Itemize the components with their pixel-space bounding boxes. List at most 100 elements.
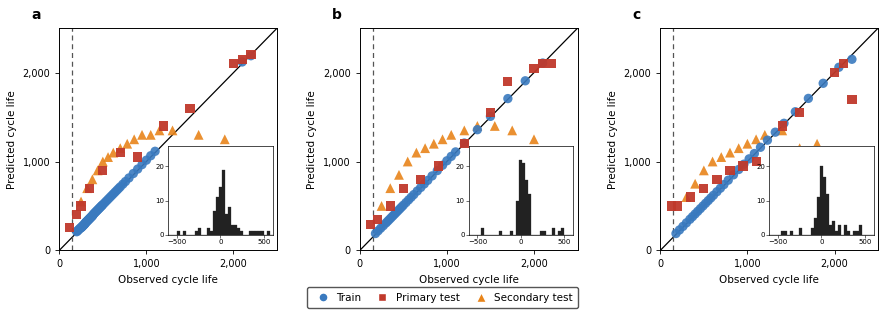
Point [103, 195, 117, 200]
Point [420, 178, 435, 183]
Point [85, 213, 99, 218]
Point [376, 223, 390, 228]
Point [152, 128, 166, 133]
Point [396, 203, 411, 208]
Point [665, 203, 679, 208]
Point [106, 192, 120, 197]
Point [384, 215, 398, 220]
Point [73, 227, 87, 232]
Point [75, 224, 89, 229]
Point [78, 222, 92, 227]
Point [505, 128, 519, 133]
Point [77, 223, 91, 228]
Point [669, 231, 683, 236]
Point [82, 216, 96, 221]
Y-axis label: Predicted cycle life: Predicted cycle life [608, 90, 618, 189]
Point [723, 150, 737, 155]
Point [395, 204, 409, 209]
Point [381, 219, 395, 224]
Point [440, 158, 454, 163]
Point [368, 231, 382, 236]
Point [191, 132, 205, 137]
Point [112, 186, 126, 191]
Point [671, 203, 685, 208]
Point [827, 70, 842, 75]
Point [101, 197, 115, 202]
Point [110, 188, 124, 193]
Point [407, 192, 421, 197]
Point [401, 159, 415, 164]
Point [235, 57, 250, 62]
Point [688, 181, 702, 186]
Point [383, 186, 397, 191]
Point [449, 149, 463, 154]
Point [87, 211, 101, 216]
Point [470, 123, 484, 128]
Point [693, 206, 707, 211]
Point [75, 224, 89, 229]
Point [101, 155, 115, 160]
Point [816, 81, 830, 86]
Point [73, 226, 88, 231]
Legend: Train, Primary test, Secondary test: Train, Primary test, Secondary test [307, 287, 578, 308]
Point [127, 171, 141, 176]
Point [760, 138, 774, 143]
Point [535, 60, 550, 65]
Point [165, 128, 180, 133]
Point [374, 203, 389, 208]
Point [91, 207, 105, 212]
Point [713, 186, 727, 191]
Point [775, 123, 789, 128]
Point [183, 106, 197, 111]
Point [81, 218, 95, 223]
Point [370, 217, 384, 222]
Point [777, 121, 791, 126]
Point [104, 193, 119, 198]
Point [127, 137, 142, 142]
Point [74, 199, 88, 204]
Point [686, 214, 700, 219]
Point [435, 163, 450, 168]
Point [458, 141, 472, 146]
Point [96, 202, 110, 207]
X-axis label: Observed cycle life: Observed cycle life [119, 275, 218, 285]
Point [742, 156, 756, 161]
Point [244, 52, 258, 57]
Point [396, 186, 411, 191]
Point [458, 128, 472, 133]
Point [527, 66, 541, 71]
Point [721, 178, 735, 183]
Point [527, 137, 541, 142]
Point [157, 123, 171, 128]
Point [483, 114, 497, 119]
Point [705, 159, 720, 164]
Point [108, 190, 122, 195]
Point [386, 213, 400, 218]
Point [227, 61, 241, 66]
Point [80, 219, 94, 224]
Point [698, 201, 712, 206]
Point [706, 193, 720, 198]
Point [404, 195, 419, 200]
Point [845, 97, 859, 102]
Point [732, 167, 746, 172]
Point [88, 210, 102, 215]
Point [86, 212, 100, 217]
Point [758, 132, 772, 137]
Point [680, 220, 694, 225]
Point [410, 188, 424, 193]
Point [723, 168, 737, 173]
Point [85, 214, 99, 219]
Point [402, 198, 416, 203]
Point [74, 225, 88, 230]
Point [371, 228, 385, 233]
Point [714, 155, 728, 160]
Point [116, 182, 130, 187]
Point [84, 215, 98, 220]
Point [70, 212, 84, 217]
Point [793, 110, 807, 115]
Point [88, 209, 103, 214]
Point [696, 203, 710, 208]
Y-axis label: Predicted cycle life: Predicted cycle life [307, 90, 318, 189]
Point [684, 195, 698, 200]
